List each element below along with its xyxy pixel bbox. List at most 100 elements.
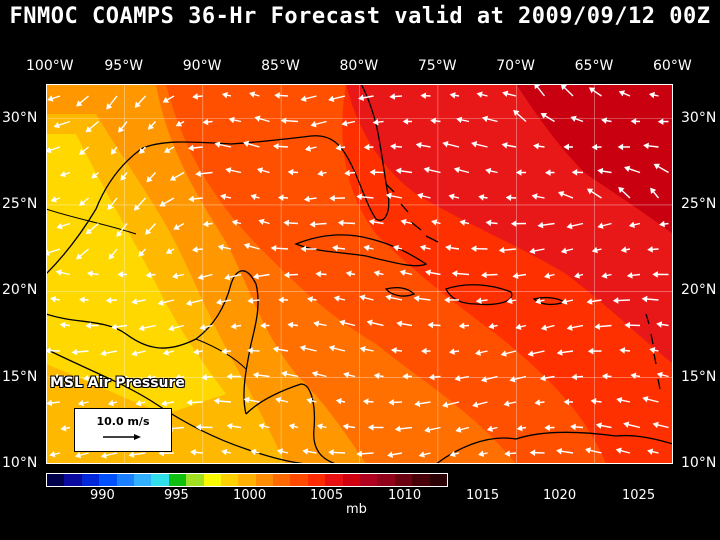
wind-arrowhead (215, 298, 222, 306)
wind-arrowhead (226, 373, 233, 380)
wind-arrowhead (456, 116, 463, 124)
wind-arrowhead (420, 92, 427, 100)
wind-arrowhead (302, 448, 309, 455)
colorbar-swatch (64, 474, 82, 486)
wind-arrowhead (343, 371, 350, 379)
wind-arrowhead (502, 90, 509, 98)
wind-arrowhead (527, 350, 534, 357)
wind-arrowhead (586, 298, 593, 305)
wind-arrowhead (191, 246, 198, 253)
wind-arrowhead (389, 93, 396, 100)
wind-arrowhead (250, 448, 257, 456)
pressure-map (46, 84, 673, 464)
vector-reference-label: 10.0 m/s (96, 415, 150, 428)
lat-label-left: 25°N (2, 195, 38, 212)
wind-arrowhead (220, 193, 227, 201)
wind-arrowhead (414, 400, 421, 407)
wind-arrowhead (131, 349, 138, 357)
wind-arrowhead (647, 246, 653, 253)
wind-arrowhead (224, 273, 231, 281)
wind-arrowhead (471, 141, 478, 148)
wind-arrowhead (449, 450, 456, 458)
wind-arrowhead (485, 167, 492, 175)
wind-arrowhead (303, 195, 310, 203)
wind-arrowhead (333, 295, 340, 302)
wind-arrowhead (586, 188, 594, 195)
wind-arrowhead (247, 297, 254, 304)
wind-arrowhead (337, 219, 344, 227)
wind-arrowhead (656, 321, 663, 328)
wind-arrowhead (612, 297, 619, 304)
wind-arrowhead (449, 92, 456, 99)
wind-arrowhead (444, 296, 450, 304)
wind-arrowhead (570, 115, 577, 122)
wind-arrowhead (400, 218, 407, 226)
wind-arrowhead (199, 324, 206, 331)
lat-label-right: 10°N (681, 455, 717, 471)
wind-arrowhead (556, 349, 563, 356)
colorbar-tick: 1020 (543, 488, 577, 503)
wind-arrowhead (388, 399, 395, 406)
colorbar-swatch (255, 474, 274, 486)
colorbar-swatch (307, 474, 326, 486)
wind-arrowhead (258, 422, 265, 430)
wind-arrowhead (415, 142, 422, 149)
wind-arrowhead (46, 146, 52, 154)
wind-arrowhead (287, 168, 294, 176)
wind-arrowhead (287, 321, 294, 329)
wind-arrowhead (515, 323, 522, 331)
wind-arrowhead (486, 425, 493, 432)
wind-arrowhead (423, 166, 430, 174)
wind-arrowhead (118, 126, 125, 133)
wind-arrowhead (428, 373, 435, 381)
lat-label-right: 25°N (681, 195, 717, 212)
wind-arrowhead (342, 423, 349, 430)
wind-arrowhead (173, 223, 180, 230)
wind-arrowhead (424, 426, 431, 434)
wind-arrowhead (501, 142, 508, 149)
reference-arrow-icon (103, 434, 141, 440)
wind-arrowhead (274, 92, 280, 99)
wind-arrowhead (641, 295, 648, 303)
wind-arrowhead (168, 324, 175, 332)
wind-arrowhead (649, 346, 656, 354)
wind-arrowhead (165, 248, 173, 254)
wind-arrowhead (195, 423, 202, 431)
wind-arrowhead (315, 270, 322, 278)
wind-arrowhead (652, 421, 659, 429)
wind-arrowhead (500, 350, 507, 357)
wind-arrowhead (59, 321, 66, 329)
wind-arrowhead (49, 450, 56, 458)
wind-arrowhead (100, 452, 107, 459)
wind-arrowhead (270, 244, 277, 252)
colorbar-tick: 1005 (310, 488, 344, 503)
wind-arrowhead (225, 167, 232, 174)
wind-arrowhead (481, 271, 487, 279)
wind-arrowhead (506, 297, 513, 305)
wind-arrowhead (481, 115, 489, 123)
colorbar-swatch (377, 474, 395, 486)
wind-arrowhead (648, 91, 655, 99)
wind-arrowhead (185, 299, 192, 307)
wind-arrowhead (76, 253, 83, 260)
wind-arrowhead (385, 192, 392, 200)
colorbar-swatch (220, 474, 239, 486)
wind-arrowhead (116, 230, 123, 238)
wind-arrowhead (138, 250, 145, 257)
wind-arrowhead (571, 373, 578, 381)
wind-arrowhead (345, 270, 352, 278)
wind-arrowhead (328, 449, 334, 456)
wind-arrowhead (590, 398, 597, 405)
wind-arrowhead (111, 323, 117, 331)
wind-arrowhead (359, 346, 366, 353)
pressure-band (46, 134, 226, 414)
wind-arrowhead (421, 347, 427, 355)
wind-arrowhead (273, 143, 279, 150)
wind-arrowhead (372, 118, 379, 126)
wind-arrowhead (332, 244, 338, 252)
wind-arrowhead (537, 221, 544, 229)
wind-arrowhead (243, 396, 250, 404)
wind-arrowhead (300, 95, 307, 102)
wind-arrowhead (448, 348, 455, 355)
wind-arrowhead (363, 244, 370, 252)
